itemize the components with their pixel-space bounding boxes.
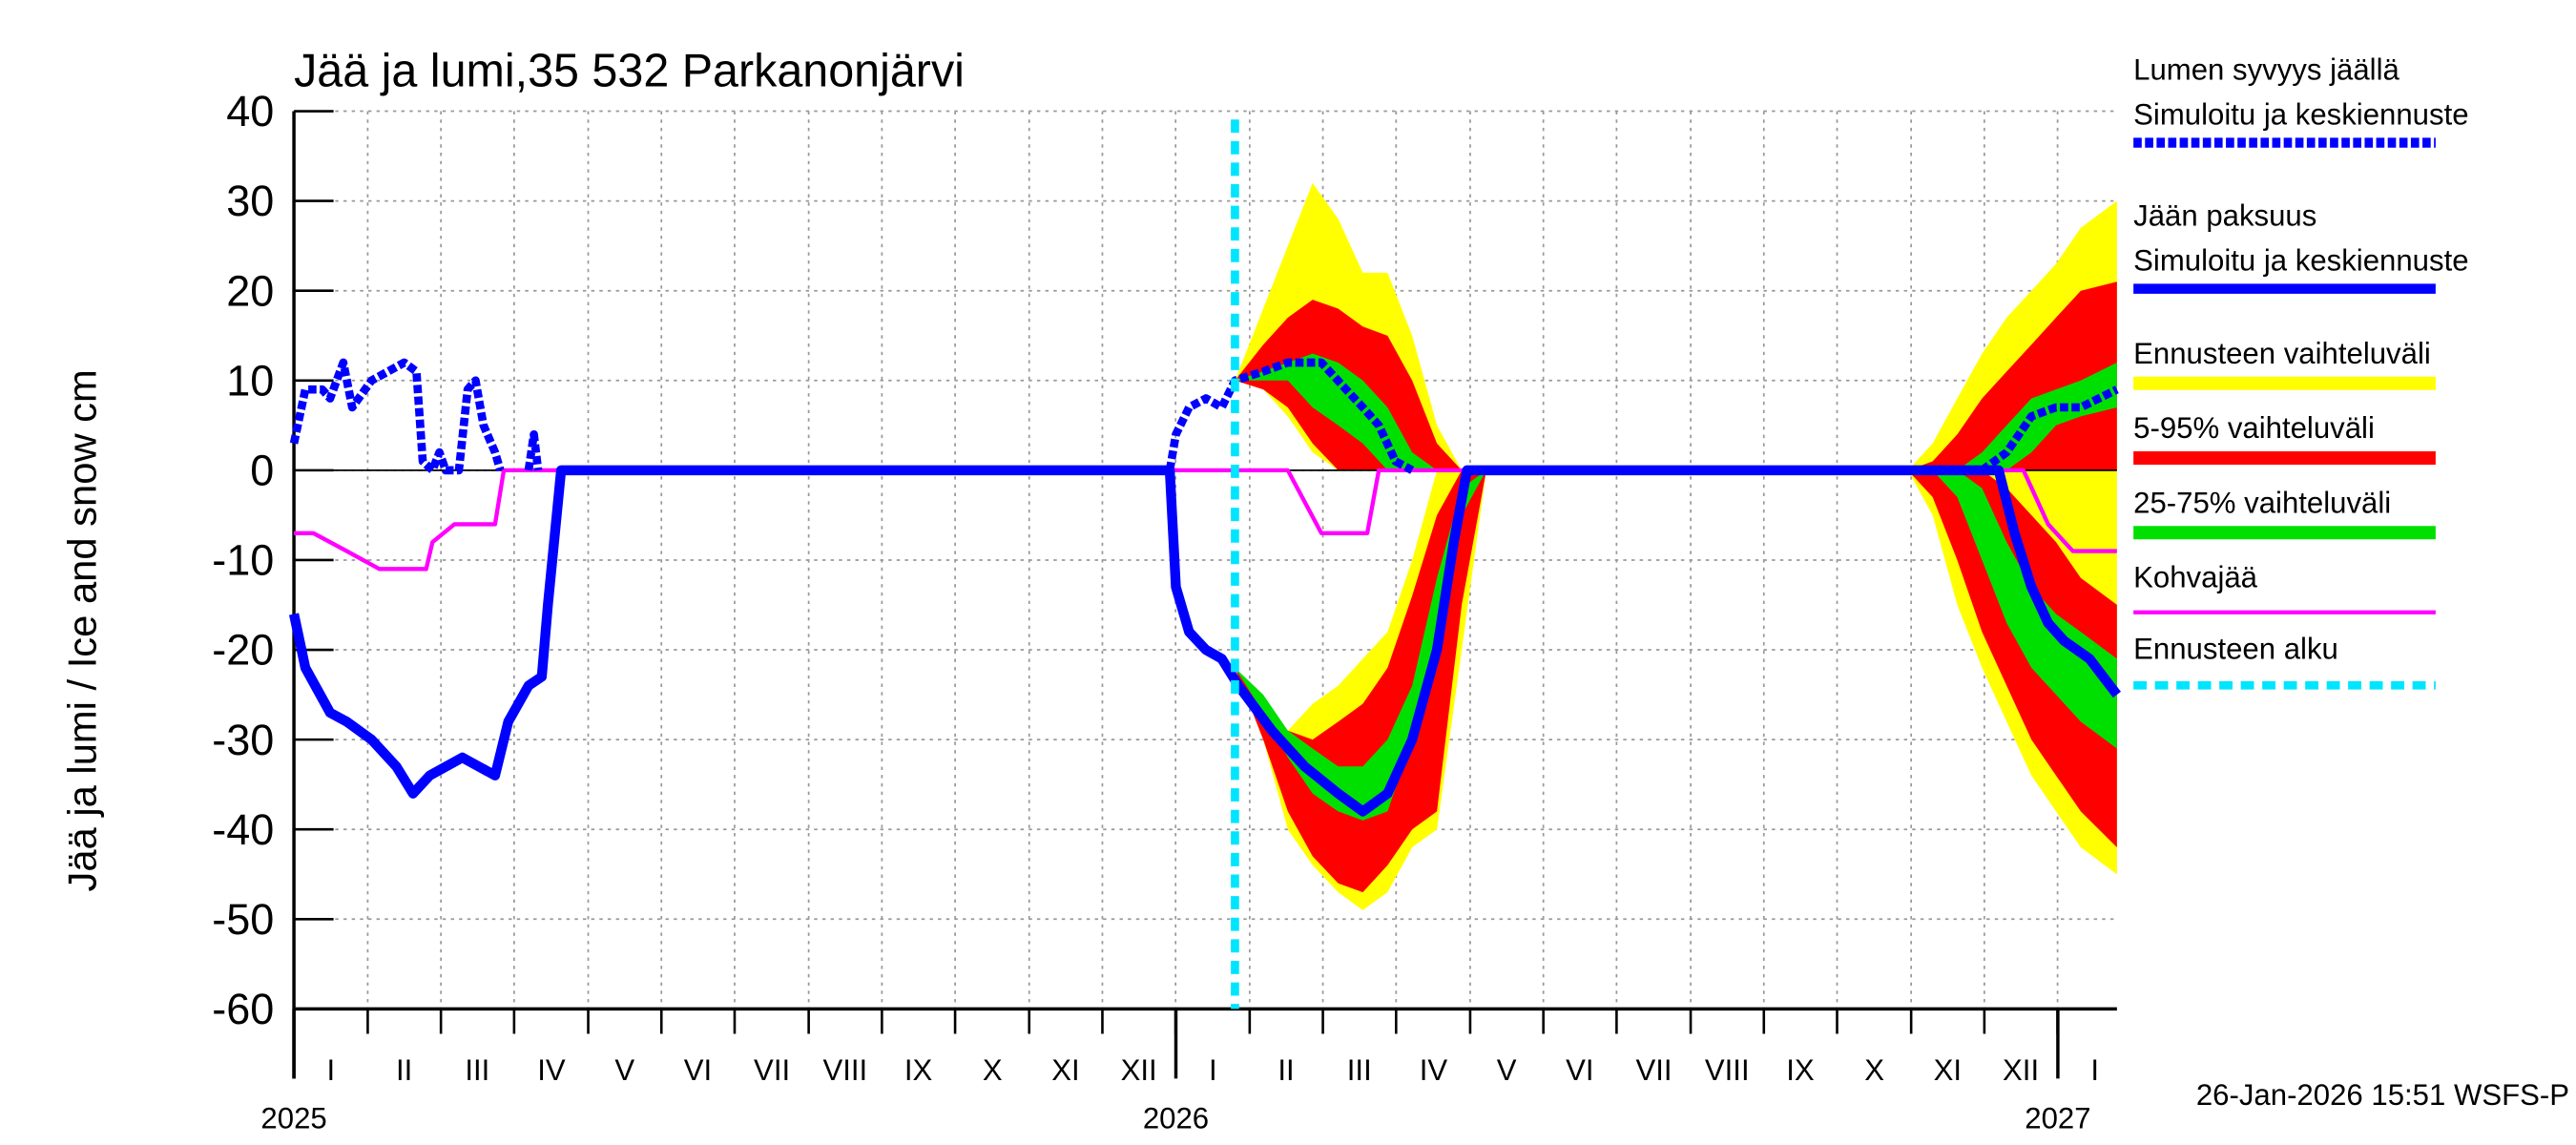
x-tick-label: XI (1051, 1053, 1079, 1087)
y-tick-label: -50 (212, 895, 274, 944)
y-tick-label: 20 (226, 266, 274, 315)
x-tick-label: V (614, 1053, 634, 1087)
x-tick-label: V (1497, 1053, 1517, 1087)
x-tick-label: VI (684, 1053, 712, 1087)
y-tick-label: 40 (226, 87, 274, 135)
band-area (1235, 469, 1486, 893)
y-tick-label: -60 (212, 985, 274, 1033)
legend-label: Ennusteen vaihteluväli (2133, 337, 2431, 370)
x-tick-label: I (327, 1053, 336, 1087)
x-tick-label: VII (1635, 1053, 1672, 1087)
series-line (289, 358, 2119, 475)
legend-label: Simuloitu ja keskiennuste (2133, 97, 2468, 131)
legend-label: 5-95% vaihteluväli (2133, 411, 2375, 445)
x-tick-label: VI (1566, 1053, 1593, 1087)
x-tick-label: X (983, 1053, 1003, 1087)
series-line (288, 465, 2121, 817)
y-tick-label: -40 (212, 805, 274, 854)
y-tick-label: -10 (212, 536, 274, 585)
x-tick-label: XII (1121, 1053, 1157, 1087)
x-tick-label: III (465, 1053, 489, 1087)
x-tick-label: III (1347, 1053, 1372, 1087)
y-tick-label: 30 (226, 177, 274, 225)
x-tick-label: XI (1934, 1053, 1962, 1087)
x-tick-label: IX (904, 1053, 933, 1087)
series-line (294, 468, 2117, 572)
legend-label: 25-75% vaihteluväli (2133, 486, 2391, 519)
x-tick-label: II (1278, 1053, 1294, 1087)
y-axis-label: Jää ja lumi / Ice and snow cm (59, 369, 104, 891)
x-tick-label: II (396, 1053, 412, 1087)
x-tick-label: VIII (1705, 1053, 1750, 1087)
x-tick-label: IV (1420, 1053, 1448, 1087)
legend-label: Simuloitu ja keskiennuste (2133, 243, 2468, 277)
y-tick-label: -20 (212, 626, 274, 675)
footer: 26-Jan-2026 15:51 WSFS-P (2196, 1078, 2569, 1112)
chart-title: Jää ja lumi,35 532 Parkanonjärvi (294, 45, 965, 96)
legend-label: Ennusteen alku (2133, 632, 2338, 665)
x-tick-label: X (1864, 1053, 1884, 1087)
y-tick-label: 10 (226, 356, 274, 405)
x-tick-label: XII (2003, 1053, 2039, 1087)
year-label: 2027 (2025, 1102, 2090, 1135)
year-label: 2026 (1143, 1102, 1209, 1135)
year-label: 2025 (260, 1102, 326, 1135)
band-area (1907, 281, 2117, 470)
x-tick-label: IX (1786, 1053, 1815, 1087)
x-tick-label: IV (537, 1053, 566, 1087)
legend-label: Kohvajää (2133, 561, 2258, 594)
x-tick-label: VII (754, 1053, 790, 1087)
band-area (1907, 363, 2117, 470)
legend-label: Lumen syvyys jäällä (2133, 52, 2399, 86)
x-tick-label: VIII (822, 1053, 867, 1087)
legend-label: Jään paksuus (2133, 198, 2316, 232)
band-area (1235, 353, 1486, 470)
x-tick-label: I (1209, 1053, 1217, 1087)
band-area (1907, 469, 2117, 847)
band-area (1907, 469, 2117, 749)
y-tick-label: -30 (212, 716, 274, 764)
x-tick-label: I (2090, 1053, 2099, 1087)
y-tick-label: 0 (250, 446, 274, 494)
